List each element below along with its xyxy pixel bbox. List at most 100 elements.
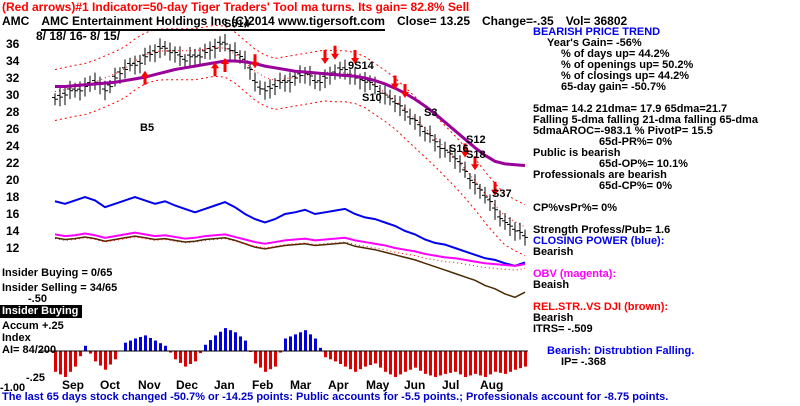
upper-band-line	[54, 24, 526, 206]
sell-arrow-icon	[391, 75, 399, 90]
sell-arrow-icon	[401, 84, 409, 98]
month-label-nov: Nov	[138, 378, 161, 392]
right-panel-line-12: 65d-OP%= 10.1%	[599, 158, 688, 170]
month-label-jun: Jun	[404, 378, 426, 392]
right-panel-line-14: 65d-CP%= 0%	[599, 180, 673, 192]
right-panel-line-3: % of openings up= 50.2%	[561, 59, 694, 71]
month-label-oct: Oct	[100, 378, 121, 392]
month-label-apr: Apr	[328, 378, 349, 392]
insider-selling-count: Insider Selling = 34/65	[2, 282, 118, 294]
price-tick-22: 22	[6, 156, 20, 170]
obv-line	[54, 231, 526, 267]
right-panel-line-27: ITRS= -.509	[533, 323, 593, 335]
scale-neg50-label: -.50	[28, 293, 47, 305]
insider-selling-dots	[54, 236, 526, 271]
right-panel-line-1: Year's Gain= -56%	[547, 37, 642, 49]
sell-arrow-icon	[471, 156, 479, 171]
right-panel-line-25: REL.STR..VS DJI (brown):	[533, 301, 669, 313]
right-panel-line-29: Bearish: Distrubtion Falling.	[547, 345, 695, 357]
chart-annotation-s514: S514	[224, 18, 251, 30]
date-range-label: 8/ 18/ 16- 8/ 15/	[36, 29, 121, 43]
price-tick-26: 26	[6, 122, 20, 136]
chart-annotation-s3: S3	[424, 107, 437, 119]
chart-annotation-s10: S10	[362, 92, 382, 104]
buy-arrow-icon	[211, 62, 219, 77]
chart-annotation-s37: S37	[492, 188, 512, 200]
price-tick-12: 12	[6, 241, 20, 255]
right-panel-line-4: % of closings up= 44.2%	[561, 70, 690, 82]
month-label-jan: Jan	[214, 378, 235, 392]
month-label-feb: Feb	[252, 378, 274, 392]
right-panel-line-9: 5dmaAROC=-983.1 % PivotP= 15.5	[533, 125, 713, 137]
insider-buying-panel-header: Insider Buying	[0, 305, 82, 318]
chart-annotation-s18: S18	[466, 149, 486, 161]
signal-arrows	[141, 45, 499, 196]
indicator-header: (Red arrows)#1 Indicator=50-day Tiger Tr…	[2, 0, 470, 14]
right-panel-line-13: Professionals are bearish	[533, 169, 667, 181]
right-panel-line-7: 5dma= 14.2 21dma= 17.9 65dma=21.7	[533, 103, 728, 115]
price-tick-34: 34	[6, 54, 20, 68]
right-panel-line-8: Falling 5-dma falling 21-dma falling 65-…	[533, 114, 758, 126]
right-panel-line-0: BEARISH PRICE TREND	[533, 26, 661, 38]
ai-ratio-label: AI= 84/200	[2, 344, 57, 356]
ticker-symbol: AMC	[2, 14, 30, 28]
insider-buying-count: Insider Buying = 0/65	[2, 267, 113, 279]
month-label-may: May	[366, 378, 390, 392]
chart-annotation-9s14: 9S14	[348, 60, 375, 72]
copyright-site: (C)2014 www.tigersoft.com	[231, 14, 385, 28]
right-panel-line-2: % of days up= 44.2%	[561, 48, 670, 60]
right-panel-line-30: IP= -.368	[561, 356, 606, 368]
right-panel-line-23: Beaish	[533, 279, 570, 291]
price-tick-14: 14	[6, 224, 20, 238]
chart-annotation-s12: S12	[466, 134, 486, 146]
month-label-jul: Jul	[442, 378, 460, 392]
price-tick-36: 36	[6, 37, 20, 51]
price-tick-30: 30	[6, 88, 20, 102]
price-tick-18: 18	[6, 190, 20, 204]
month-label-aug: Aug	[480, 378, 504, 392]
scale-neg100-label: -1.00	[0, 382, 26, 394]
sell-arrow-icon	[351, 50, 359, 64]
right-panel-line-26: Bearish	[533, 312, 574, 324]
chart-annotation-b5: B5	[140, 122, 154, 134]
month-label-sep: Sep	[62, 378, 85, 392]
right-panel-line-22: OBV (magenta):	[533, 268, 617, 280]
rel-str-line	[54, 235, 526, 299]
right-panel-line-20: Bearish	[533, 246, 574, 258]
company-copyright: AMC Entertainment Holdings Inc (C)2014 w…	[41, 14, 385, 31]
right-panel-line-16: CP%vsPr%= 0%	[533, 202, 618, 214]
price-tick-16: 16	[6, 207, 20, 221]
closing-power-line	[54, 195, 526, 267]
month-label-dec: Dec	[176, 378, 199, 392]
accum-label: Accum	[2, 320, 39, 332]
index-label: Index	[2, 332, 31, 344]
buy-arrow-icon	[141, 70, 149, 85]
price-tick-28: 28	[6, 105, 20, 119]
scale-plus25-label: +.25	[42, 320, 64, 332]
accum-index-histogram	[54, 328, 527, 377]
buy-arrow-icon	[221, 58, 229, 72]
change-value: Change=-.35	[482, 14, 554, 28]
company-name: AMC Entertainment Holdings Inc	[41, 14, 229, 28]
sell-arrow-icon	[491, 181, 499, 196]
ma65-line	[55, 59, 526, 168]
right-panel-line-19: CLOSING POWER (blue):	[533, 235, 665, 247]
analysis-text-panel: BEARISH PRICE TREND Year's Gain= -56%% of…	[533, 27, 799, 368]
right-panel-line-10: 65d-PR%= 0%	[599, 136, 673, 148]
summary-footer: The last 65 days stock changed -50.7% or…	[2, 391, 669, 403]
sell-arrow-icon	[321, 50, 329, 64]
price-tick-32: 32	[6, 71, 20, 85]
title-bar: AMC AMC Entertainment Holdings Inc (C)201…	[2, 14, 628, 31]
sell-arrow-icon	[331, 45, 339, 60]
chart-annotation-s16: S16	[449, 143, 469, 155]
right-panel-line-18: Strength Profess/Pub= 1.6	[533, 224, 671, 236]
close-price: Close= 13.25	[396, 14, 471, 28]
sell-arrow-icon	[251, 54, 259, 69]
price-tick-20: 20	[6, 173, 20, 187]
mid-band-line	[54, 46, 526, 228]
sell-arrow-icon	[461, 143, 469, 158]
volume-value: Vol= 36802	[565, 14, 628, 28]
month-label-mar: Mar	[290, 378, 312, 392]
